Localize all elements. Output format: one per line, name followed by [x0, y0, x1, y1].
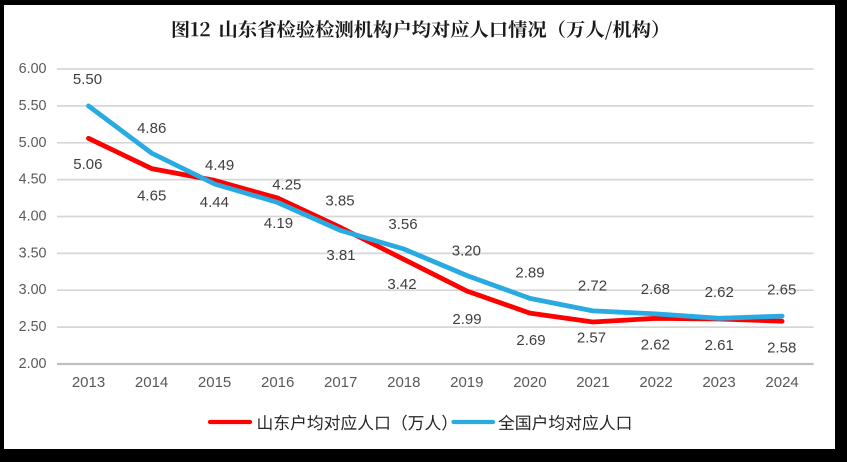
svg-text:2014: 2014	[135, 374, 168, 391]
svg-text:4.65: 4.65	[137, 188, 166, 205]
svg-text:4.49: 4.49	[205, 157, 234, 174]
svg-text:3.50: 3.50	[19, 245, 47, 261]
svg-text:4.86: 4.86	[137, 120, 166, 137]
svg-text:2018: 2018	[387, 374, 420, 391]
svg-text:2.72: 2.72	[578, 278, 607, 295]
svg-text:2.65: 2.65	[767, 282, 796, 299]
svg-text:3.81: 3.81	[326, 247, 355, 264]
svg-text:2019: 2019	[450, 374, 483, 391]
svg-text:2017: 2017	[324, 374, 357, 391]
svg-text:6.00: 6.00	[19, 61, 47, 77]
svg-text:5.00: 5.00	[19, 135, 47, 151]
svg-text:2.00: 2.00	[19, 356, 47, 372]
svg-text:2.62: 2.62	[705, 284, 734, 301]
svg-text:2.89: 2.89	[515, 264, 544, 281]
svg-text:5.06: 5.06	[73, 156, 102, 173]
svg-text:5.50: 5.50	[73, 71, 102, 88]
svg-text:4.00: 4.00	[19, 209, 47, 225]
svg-text:2016: 2016	[261, 374, 294, 391]
svg-text:2022: 2022	[639, 374, 672, 391]
svg-text:3.42: 3.42	[387, 276, 416, 293]
svg-text:2.62: 2.62	[641, 337, 670, 354]
svg-text:2013: 2013	[72, 374, 105, 391]
svg-text:4.50: 4.50	[19, 172, 47, 188]
svg-text:2020: 2020	[513, 374, 546, 391]
svg-text:4.44: 4.44	[200, 194, 229, 211]
svg-text:2015: 2015	[198, 374, 231, 391]
svg-text:2024: 2024	[765, 374, 798, 391]
svg-text:2.57: 2.57	[577, 330, 606, 347]
svg-text:2.99: 2.99	[452, 311, 481, 328]
svg-text:2.58: 2.58	[767, 340, 796, 357]
svg-text:2.50: 2.50	[19, 319, 47, 335]
svg-text:3.20: 3.20	[452, 242, 481, 259]
svg-text:5.50: 5.50	[19, 98, 47, 114]
svg-text:3.85: 3.85	[325, 193, 354, 210]
svg-text:3.56: 3.56	[388, 216, 417, 233]
svg-text:2021: 2021	[576, 374, 609, 391]
svg-text:4.25: 4.25	[272, 176, 301, 193]
svg-text:2023: 2023	[702, 374, 735, 391]
svg-text:2.68: 2.68	[641, 281, 670, 298]
svg-text:2.61: 2.61	[705, 337, 734, 354]
svg-text:2.69: 2.69	[516, 332, 545, 349]
svg-text:4.19: 4.19	[264, 215, 293, 232]
svg-text:3.00: 3.00	[19, 282, 47, 298]
